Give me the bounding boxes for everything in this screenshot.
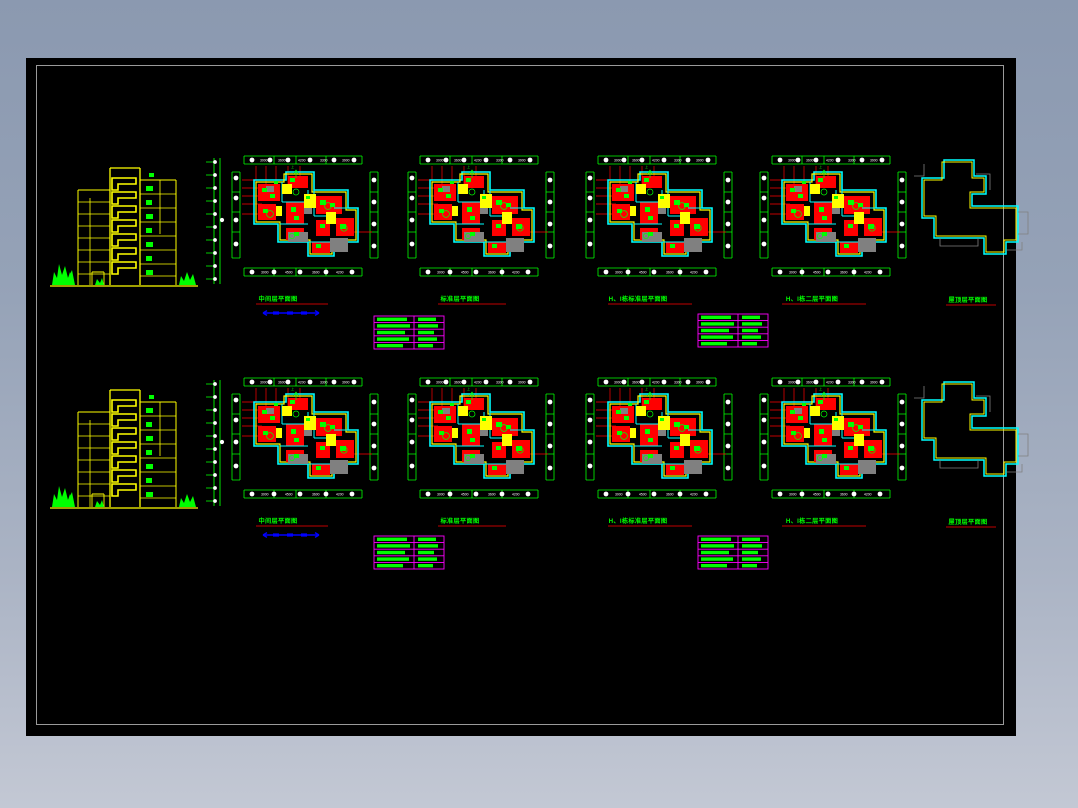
plan-b3[interactable]: H、I栋标准层平面图 — [585, 377, 733, 527]
plan-b1-scalebar — [262, 531, 320, 539]
plan-a1[interactable]: 中间层平面图 — [231, 155, 379, 317]
sheet-border — [36, 65, 1004, 725]
outline-plan-top-title: 屋顶层平面图 — [949, 296, 988, 304]
row-bottom: 中间层平面图 标准层平面图 H、I栋标准层平面图 — [49, 377, 1029, 570]
plan-b3-table[interactable] — [697, 535, 769, 570]
outline-plan-bottom-title: 屋顶层平面图 — [949, 518, 988, 526]
outline-plan-top[interactable]: 屋顶层平面图 — [913, 159, 1029, 306]
level-strip-bottom[interactable] — [205, 379, 225, 507]
plan-b2-title: 标准层平面图 — [440, 517, 480, 525]
plan-b2[interactable]: 标准层平面图 — [407, 377, 555, 527]
elevation-drawing-top[interactable] — [49, 167, 199, 287]
elevation-drawing-bottom[interactable] — [49, 389, 199, 509]
level-strip-top[interactable] — [205, 157, 225, 285]
plan-a3-title: H、I栋标准层平面图 — [609, 295, 668, 303]
plan-a4[interactable]: H、I栋二层平面图 — [759, 155, 907, 305]
plan-b4[interactable]: H、I栋二层平面图 — [759, 377, 907, 527]
plan-a1-scalebar — [262, 309, 320, 317]
plan-a3[interactable]: H、I栋标准层平面图 — [585, 155, 733, 305]
plan-a3-table[interactable] — [697, 313, 769, 348]
plan-b4-title: H、I栋二层平面图 — [786, 517, 838, 525]
plan-a2-title: 标准层平面图 — [440, 295, 480, 303]
row-top: 中间层平面图 标准层平面图 H、I栋标准层平面图 — [49, 155, 1029, 350]
plan-b1-title: 中间层平面图 — [259, 517, 298, 525]
plan-b3-title: H、I栋标准层平面图 — [609, 517, 668, 525]
outline-plan-bottom[interactable]: 屋顶层平面图 — [913, 381, 1029, 528]
plan-a1-table[interactable] — [373, 315, 445, 350]
plan-a2[interactable]: 标准层平面图 — [407, 155, 555, 305]
plan-a1-title: 中间层平面图 — [259, 295, 298, 303]
plan-b1[interactable]: 中间层平面图 — [231, 377, 379, 539]
plan-a4-title: H、I栋二层平面图 — [786, 295, 838, 303]
plan-b1-table[interactable] — [373, 535, 445, 570]
